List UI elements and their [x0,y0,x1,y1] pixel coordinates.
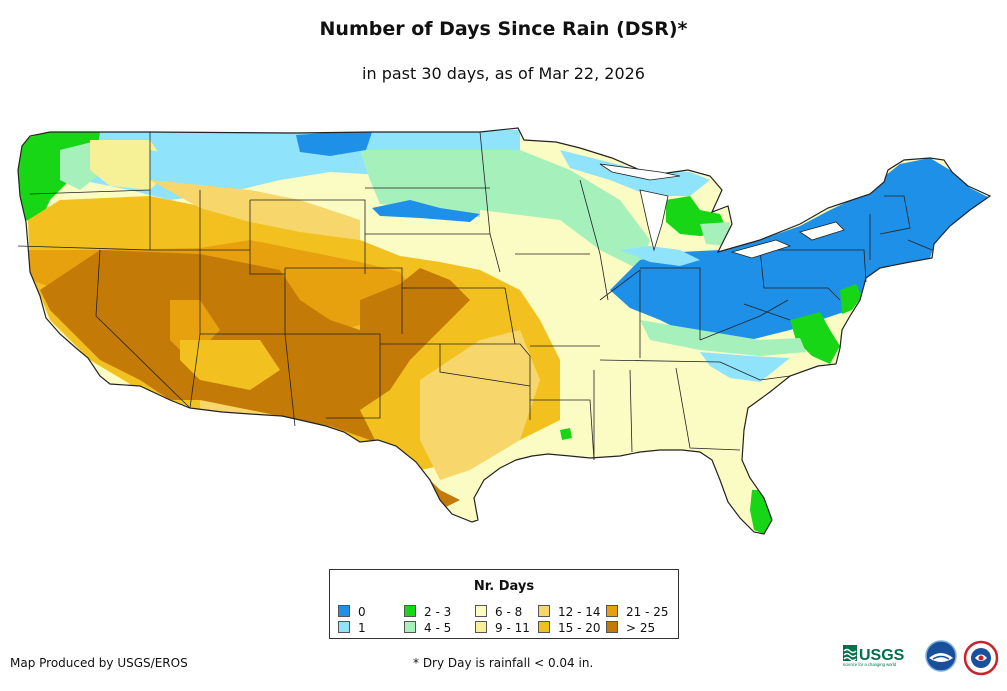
svg-text:USGS: USGS [859,647,905,664]
legend-swatch [606,621,618,633]
usgs-logo: USGS science for a changing world [843,645,905,667]
state-boundaries [17,131,933,461]
legend-item-9-11: 9 - 11 [475,621,530,635]
legend-swatch [338,621,350,633]
legend-swatch [404,621,416,633]
legend-item-1: 1 [338,621,366,635]
legend-item-4-5: 4 - 5 [404,621,451,635]
map-title: Number of Days Since Rain (DSR)* [319,18,688,40]
credit-text: Map Produced by USGS/EROS [10,656,188,670]
legend-item-12-14: 12 - 14 [538,605,601,619]
legend-item-15-20: 15 - 20 [538,621,601,635]
legend-swatch [475,605,487,617]
legend-item-0: 0 [338,605,366,619]
legend-swatch [338,605,350,617]
legend-swatch [606,605,618,617]
lake-erie [730,239,792,259]
legend-title: Nr. Days [473,579,535,594]
lake-superior [599,163,681,181]
legend-item-6-8: 6 - 8 [475,605,522,619]
dry-day-note: * Dry Day is rainfall < 0.04 in. [413,656,594,670]
legend-item-21-25: 21 - 25 [606,605,669,619]
legend-box: Nr. Days 0 1 2 - 3 4 - 5 6 - 8 9 - 11 12… [329,569,679,639]
legend-swatch [404,605,416,617]
legend-item-2-3: 2 - 3 [404,605,451,619]
legend-swatch [538,621,550,633]
legend-swatch [538,605,550,617]
nws-logo [963,640,999,676]
legend-swatch [475,621,487,633]
svg-text:science for a changing world: science for a changing world [843,662,897,667]
noaa-logo [925,640,957,672]
legend-item-gt25: > 25 [606,621,655,635]
map-subtitle: in past 30 days, as of Mar 22, 2026 [362,64,645,83]
lake-ontario [799,221,845,241]
dsr-color-regions [18,130,990,534]
lake-michigan [639,189,669,252]
